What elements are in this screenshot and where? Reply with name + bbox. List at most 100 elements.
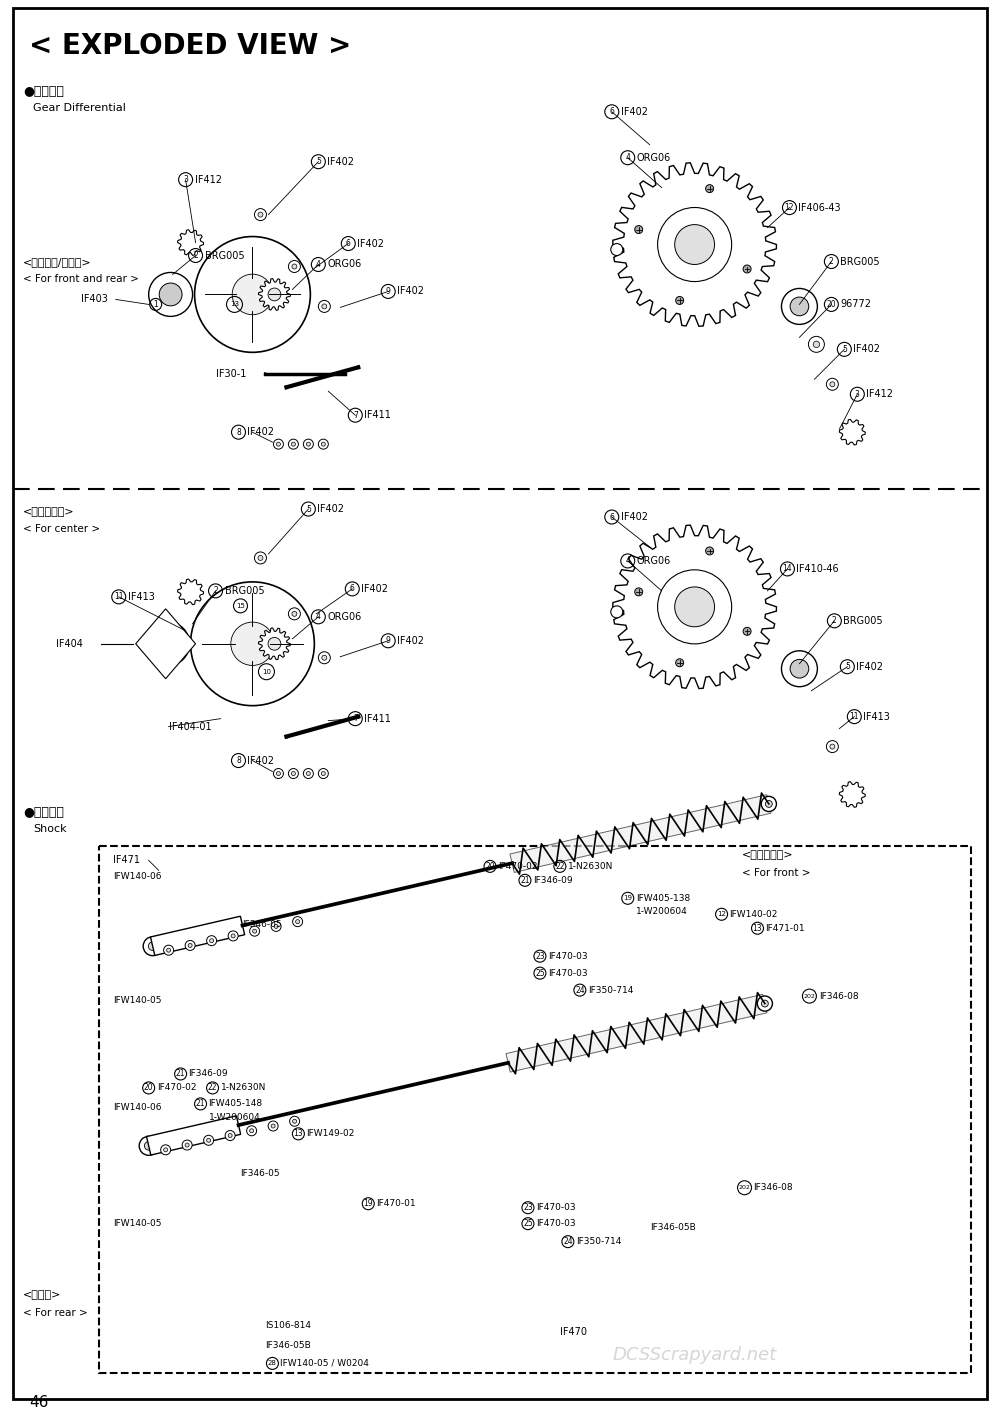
Circle shape [781, 288, 817, 324]
Circle shape [271, 922, 281, 932]
Text: 8: 8 [236, 756, 241, 765]
Circle shape [258, 556, 263, 560]
Text: 3: 3 [183, 175, 188, 184]
Text: 5: 5 [316, 157, 321, 167]
Circle shape [268, 1121, 278, 1131]
Text: 5: 5 [845, 662, 850, 672]
Text: IF402: IF402 [327, 157, 354, 167]
Circle shape [303, 440, 313, 450]
Text: 22: 22 [208, 1083, 217, 1093]
Circle shape [318, 440, 328, 450]
Text: IF403: IF403 [81, 294, 108, 304]
Circle shape [288, 440, 298, 450]
Circle shape [826, 741, 838, 752]
Text: IF411: IF411 [364, 410, 391, 420]
Circle shape [164, 945, 174, 956]
Text: IF346-09: IF346-09 [189, 1069, 228, 1079]
Circle shape [250, 1128, 254, 1133]
Text: 25: 25 [535, 969, 545, 977]
Circle shape [826, 379, 838, 390]
Circle shape [706, 185, 714, 192]
Polygon shape [178, 580, 204, 605]
Text: 12: 12 [717, 911, 726, 918]
Text: 1-W200604: 1-W200604 [209, 1113, 260, 1123]
Text: IF402: IF402 [247, 427, 274, 437]
Circle shape [761, 1000, 768, 1007]
Polygon shape [178, 229, 204, 256]
Circle shape [658, 208, 732, 281]
Text: ●ダンパー: ●ダンパー [23, 806, 64, 820]
Text: IF406-43: IF406-43 [798, 202, 841, 212]
Text: <リヤ用>: <リヤ用> [23, 1290, 61, 1299]
Circle shape [185, 940, 195, 950]
Text: DCSScrapyard.net: DCSScrapyard.net [613, 1346, 777, 1365]
Text: IS106-814: IS106-814 [265, 1321, 311, 1331]
Circle shape [765, 800, 772, 807]
Circle shape [318, 769, 328, 779]
Text: 20: 20 [144, 1083, 153, 1093]
Text: 9: 9 [386, 636, 391, 645]
Polygon shape [839, 420, 865, 445]
Text: 13: 13 [230, 301, 239, 307]
Text: IF470-03: IF470-03 [536, 1203, 576, 1212]
Circle shape [781, 650, 817, 687]
Circle shape [306, 443, 310, 447]
Circle shape [676, 659, 684, 667]
Circle shape [293, 916, 303, 926]
Circle shape [830, 744, 835, 749]
Text: IF346-05: IF346-05 [240, 1169, 280, 1178]
Text: 28: 28 [268, 1360, 277, 1366]
Text: IF471-01: IF471-01 [765, 923, 805, 933]
Text: IF412: IF412 [195, 175, 222, 185]
Text: 1-N2630N: 1-N2630N [221, 1083, 266, 1093]
Circle shape [292, 611, 297, 617]
Text: IF402: IF402 [361, 584, 388, 594]
Text: 202: 202 [803, 994, 815, 998]
Text: IF471: IF471 [113, 855, 140, 865]
Text: 20: 20 [827, 300, 836, 308]
Polygon shape [613, 525, 776, 689]
Text: 14: 14 [783, 564, 792, 574]
Circle shape [273, 440, 283, 450]
Text: IF404-01: IF404-01 [169, 721, 211, 731]
Text: 1-W200604: 1-W200604 [636, 906, 687, 916]
Circle shape [291, 443, 295, 447]
Circle shape [250, 926, 260, 936]
Circle shape [225, 1131, 235, 1141]
Circle shape [813, 341, 820, 348]
Circle shape [790, 659, 809, 679]
Text: < For front and rear >: < For front and rear > [23, 274, 139, 284]
Circle shape [676, 297, 684, 304]
Circle shape [790, 297, 809, 315]
Circle shape [611, 243, 623, 256]
Circle shape [293, 1120, 297, 1123]
Text: IFW140-05: IFW140-05 [113, 995, 161, 1004]
Circle shape [182, 1140, 192, 1150]
Circle shape [306, 772, 310, 775]
Text: < EXPLODED VIEW >: < EXPLODED VIEW > [29, 33, 351, 59]
Text: IF412: IF412 [866, 389, 893, 399]
Text: IF350-714: IF350-714 [588, 986, 633, 994]
Text: IF411: IF411 [364, 714, 391, 724]
Text: 25: 25 [523, 1219, 533, 1229]
Circle shape [635, 226, 643, 233]
Text: < For rear >: < For rear > [23, 1308, 88, 1318]
Circle shape [274, 925, 278, 929]
Text: IFW405-138: IFW405-138 [636, 894, 690, 902]
Text: 22: 22 [555, 863, 565, 871]
Text: <センター用>: <センター用> [23, 508, 75, 518]
Circle shape [271, 1124, 275, 1128]
Text: <フロント用>: <フロント用> [742, 850, 793, 860]
Circle shape [322, 304, 327, 308]
Text: 8: 8 [236, 427, 241, 437]
Circle shape [276, 443, 280, 447]
Circle shape [268, 638, 281, 650]
Text: 11: 11 [114, 592, 123, 601]
Text: IFW140-06: IFW140-06 [113, 1103, 161, 1113]
Text: 202: 202 [739, 1185, 750, 1191]
Circle shape [268, 288, 281, 301]
Text: 9: 9 [386, 287, 391, 296]
Text: < For center >: < For center > [23, 525, 100, 534]
Text: 7: 7 [353, 714, 358, 723]
Circle shape [321, 772, 325, 775]
